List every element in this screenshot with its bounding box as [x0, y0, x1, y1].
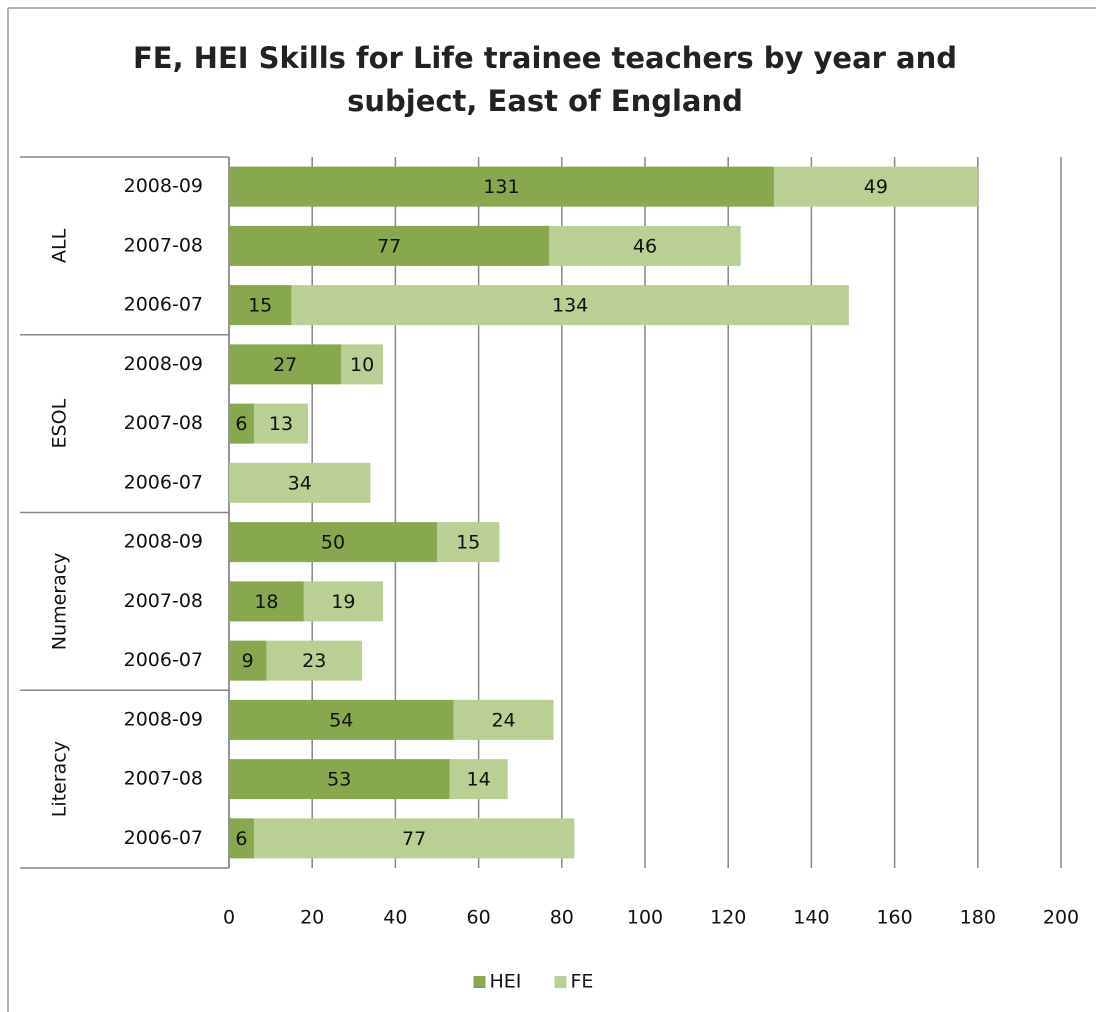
x-tick-label: 160 [876, 907, 912, 929]
data-label: 15 [456, 532, 480, 554]
data-label: 18 [254, 591, 278, 613]
data-label: 6 [235, 413, 247, 435]
data-label: 14 [467, 769, 491, 791]
y-tick-label: 2008-09 [124, 353, 203, 375]
chart-title: subject, East of England [347, 84, 743, 118]
bar-segment [341, 344, 383, 385]
data-label: 54 [329, 709, 353, 731]
data-label: 134 [552, 295, 588, 317]
bar-segment [437, 522, 500, 563]
bar-segment [229, 818, 254, 859]
data-label: 27 [273, 354, 297, 376]
y-tick-label: 2006-07 [124, 294, 203, 316]
data-label: 15 [248, 295, 272, 317]
data-label: 50 [321, 532, 345, 554]
x-tick-label: 80 [550, 907, 574, 929]
y-tick-label: 2007-08 [124, 590, 203, 612]
bar-segment [229, 462, 371, 503]
data-label: 77 [402, 828, 426, 850]
bar-segment [229, 581, 304, 622]
bar-segment [453, 699, 554, 740]
bar-segment [253, 403, 309, 444]
data-label: 24 [491, 709, 515, 731]
bar-segment [229, 759, 450, 800]
y-tick-label: 2006-07 [124, 827, 203, 849]
group-label: Literacy [49, 741, 71, 817]
y-tick-label: 2006-07 [124, 649, 203, 671]
data-label: 6 [235, 828, 247, 850]
data-label: 77 [377, 235, 401, 257]
legend-swatch [554, 976, 567, 988]
bar-segment [773, 166, 978, 207]
bar-segment [229, 285, 292, 326]
group-label: Numeracy [49, 553, 71, 651]
x-tick-label: 0 [223, 907, 235, 929]
bar-segment [229, 344, 342, 385]
data-label: 46 [633, 235, 657, 257]
bar-segment [291, 285, 849, 326]
bar-segment [253, 818, 575, 859]
group-label: ALL [49, 228, 71, 263]
x-tick-label: 20 [300, 907, 324, 929]
data-label: 13 [269, 413, 293, 435]
data-label: 23 [302, 650, 326, 672]
x-tick-label: 120 [710, 907, 746, 929]
y-tick-label: 2008-09 [124, 175, 203, 197]
bar-segment [266, 640, 363, 681]
data-label: 49 [864, 176, 888, 198]
bar-segment [229, 699, 454, 740]
y-tick-label: 2008-09 [124, 531, 203, 553]
x-tick-label: 100 [627, 907, 663, 929]
x-tick-label: 40 [383, 907, 407, 929]
chart-title: FE, HEI Skills for Life trainee teachers… [133, 41, 957, 75]
bar-segment [229, 640, 267, 681]
legend-swatch [473, 976, 486, 988]
data-label: 34 [288, 472, 312, 494]
legend-label: HEI [490, 971, 522, 993]
data-label: 53 [327, 769, 351, 791]
data-label: 10 [350, 354, 374, 376]
bar-segment [229, 522, 437, 563]
bar-segment [229, 225, 550, 266]
data-label: 9 [242, 650, 254, 672]
bar-segment [549, 225, 741, 266]
data-label: 131 [483, 176, 519, 198]
y-tick-label: 2007-08 [124, 234, 203, 256]
bar-segment [229, 403, 254, 444]
data-label: 19 [331, 591, 355, 613]
group-label: ESOL [49, 398, 71, 448]
y-tick-label: 2007-08 [124, 412, 203, 434]
x-tick-label: 200 [1043, 907, 1079, 929]
y-tick-label: 2007-08 [124, 768, 203, 790]
bar-segment [449, 759, 508, 800]
x-tick-label: 140 [793, 907, 829, 929]
bar-segment [229, 166, 774, 207]
y-tick-label: 2008-09 [124, 708, 203, 730]
legend-label: FE [571, 971, 594, 993]
x-tick-label: 180 [960, 907, 996, 929]
y-tick-label: 2006-07 [124, 471, 203, 493]
bar-segment [303, 581, 383, 622]
x-tick-label: 60 [467, 907, 491, 929]
